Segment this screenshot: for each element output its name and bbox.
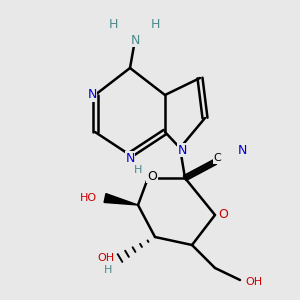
Text: N: N — [87, 88, 97, 101]
Text: N: N — [177, 143, 187, 157]
Text: H: H — [134, 165, 142, 175]
Text: O: O — [218, 208, 228, 221]
Text: N: N — [125, 152, 135, 164]
Polygon shape — [104, 194, 138, 205]
Text: O: O — [147, 169, 157, 182]
Text: OH: OH — [98, 253, 115, 263]
Text: HO: HO — [80, 193, 97, 203]
Text: H: H — [150, 19, 160, 32]
Text: H: H — [103, 265, 112, 275]
Text: C: C — [213, 153, 221, 163]
Text: OH: OH — [245, 277, 262, 287]
Text: N: N — [237, 143, 247, 157]
Text: H: H — [108, 19, 118, 32]
Text: N: N — [130, 34, 140, 46]
